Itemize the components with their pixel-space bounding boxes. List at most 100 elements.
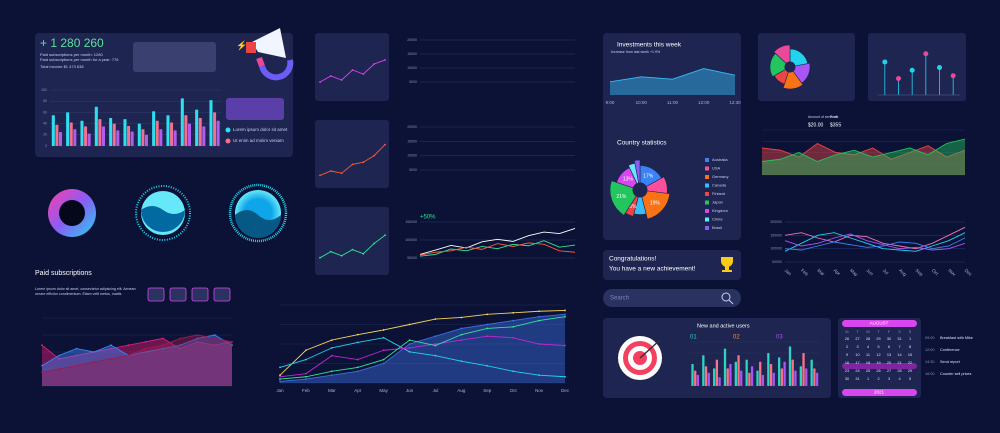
point: [144, 351, 147, 353]
bar: [696, 375, 700, 386]
point: [231, 344, 233, 347]
point: [162, 347, 164, 350]
point: [434, 343, 437, 345]
point: [351, 69, 354, 71]
point: [340, 254, 343, 257]
line: [279, 316, 566, 380]
search-icon[interactable]: [721, 292, 734, 305]
subtitle: Increase from last week +1.9%: [611, 50, 661, 54]
legend-dot: [225, 127, 231, 133]
x-tick-label: Sep: [483, 388, 492, 393]
calendar-year: 2021: [874, 390, 885, 395]
point: [305, 358, 307, 361]
point: [384, 234, 386, 237]
legend-label: Lorem ipsum dolor sit amet: [233, 127, 288, 132]
point: [41, 371, 43, 374]
point: [75, 364, 78, 367]
point: [408, 323, 411, 326]
panel: [315, 120, 389, 188]
point: [460, 327, 463, 330]
bar: [66, 112, 70, 146]
x-tick-label: 12:00: [698, 100, 710, 105]
legend-dot: [225, 138, 231, 144]
day: 23: [845, 369, 849, 373]
bar: [109, 118, 113, 146]
point: [384, 59, 386, 61]
megaphone-icon: ⚡: [236, 28, 294, 81]
point: [538, 374, 540, 377]
bar: [73, 129, 77, 146]
point: [41, 344, 43, 347]
day: 9: [846, 353, 848, 357]
day: 15: [908, 353, 912, 357]
x-tick-label: 9:00: [606, 100, 615, 105]
body-text: Lorem ipsum dolor sit amet, consectetur …: [35, 287, 136, 291]
bar: [761, 375, 765, 386]
day: 17: [855, 361, 859, 365]
y-tick-label: 5000: [409, 80, 417, 84]
search-placeholder[interactable]: Search: [610, 296, 629, 302]
pie-slice: [639, 189, 671, 220]
event-time: 12:00: [925, 348, 935, 352]
x-tick-label: Oct: [510, 388, 518, 393]
point: [362, 73, 365, 75]
bar: [127, 125, 131, 146]
bar: [202, 126, 206, 146]
panel: [315, 33, 389, 101]
bar: [756, 370, 759, 386]
y-tick-label: 20000: [407, 125, 417, 129]
point: [538, 343, 540, 345]
line: [419, 240, 576, 257]
search-box[interactable]: [603, 289, 741, 307]
x-tick-label: 11:00: [667, 100, 678, 105]
line: [279, 337, 566, 378]
bar: [778, 357, 781, 386]
day: 24: [855, 369, 859, 373]
x-tick-label: Aug: [898, 268, 908, 277]
point: [373, 154, 376, 157]
bar: [723, 348, 727, 386]
point: [144, 340, 147, 343]
point: [356, 370, 359, 373]
bar: [80, 120, 84, 146]
point: [144, 347, 147, 350]
bar: [141, 129, 145, 146]
point: [75, 354, 78, 357]
weekday: F: [888, 330, 891, 334]
weekday: W: [866, 330, 870, 334]
legend-label: Canada: [712, 183, 727, 188]
subscription-buttons[interactable]: [147, 287, 231, 302]
point: [512, 325, 515, 328]
event-time: 14:30: [925, 360, 935, 364]
bar: [740, 370, 743, 386]
point: [329, 170, 332, 172]
day: 16: [845, 361, 849, 365]
day: 4: [898, 377, 900, 381]
bar: [718, 377, 721, 386]
bar: [209, 100, 213, 146]
slice-label: 19%: [650, 200, 661, 206]
y-tick-label: 60: [43, 110, 47, 114]
point: [434, 335, 437, 338]
day: 1: [909, 337, 911, 341]
point: [92, 351, 95, 353]
point: [538, 315, 540, 318]
point: [373, 242, 376, 245]
point: [434, 318, 437, 320]
slice-label: 5%: [629, 204, 637, 210]
y-tick-label: 20000: [407, 38, 417, 42]
head: [950, 73, 956, 79]
area-fill: [610, 68, 735, 95]
day: 26: [876, 369, 880, 373]
day: 13: [887, 353, 891, 357]
line: [279, 313, 566, 382]
point: [279, 375, 281, 378]
head: [896, 76, 901, 81]
x-tick-label: Mar: [816, 268, 826, 277]
point: [486, 327, 489, 330]
point: [408, 339, 411, 341]
trophy-icon: [721, 257, 733, 272]
line: [784, 237, 966, 251]
bar: [788, 346, 792, 386]
